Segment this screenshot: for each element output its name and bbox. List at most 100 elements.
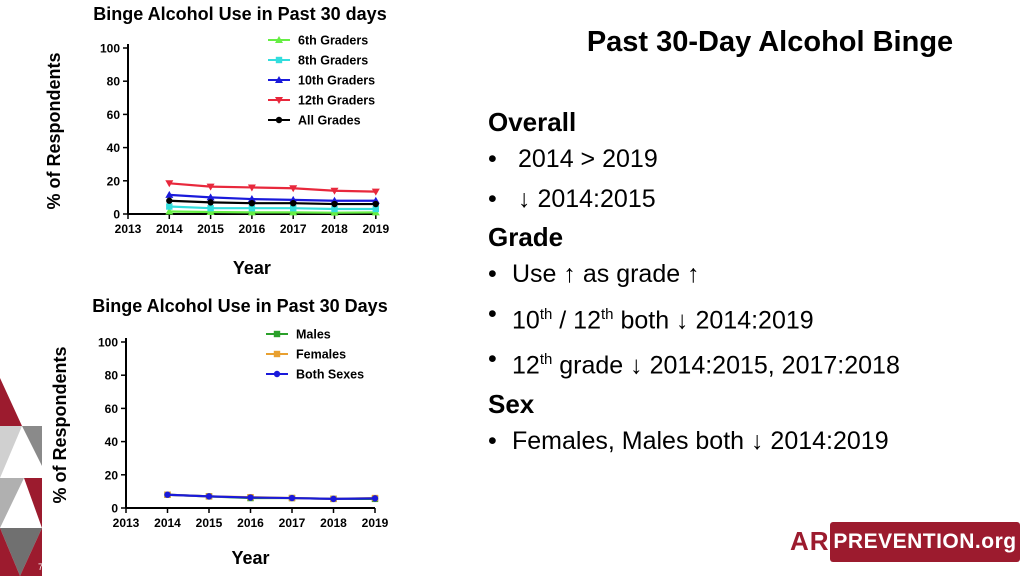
data-point [247,494,254,501]
legend-label: 12th Graders [298,94,375,108]
y-tick-label: 40 [105,435,119,449]
data-point [331,205,338,213]
y-tick-label: 0 [111,502,118,516]
chart-title: Binge Alcohol Use in Past 30 Days [92,296,388,316]
grade-chart: Binge Alcohol Use in Past 30 days % of R… [40,0,440,290]
overall-bullet-1: 2014 > 2019 [488,140,1018,180]
x-tick-label: 2018 [321,222,348,236]
y-tick-label: 80 [107,75,121,89]
data-point [206,183,215,191]
data-point [371,188,380,196]
superscript: th [539,351,553,369]
data-point [248,200,256,207]
grade-chart-svg: % of Respondents 0 20 40 60 80 100 2013 2014 2015… [44,34,389,279]
data-point [372,200,379,208]
overall-bullet-2: ↓ 2014:2015 [488,180,1018,220]
data-point [289,185,298,193]
sex-chart: Binge Alcohol Use in Past 30 Days % of R… [40,292,440,582]
x-axis-label: Year [231,548,269,568]
x-tick-label: 2014 [156,222,183,236]
data-point [206,208,215,216]
text-part: both ↓ 2014:2019 [613,305,814,334]
legend-label: Both Sexes [296,368,364,382]
legend-label: All Grades [298,114,361,128]
data-point [248,204,256,212]
legend-label: 10th Graders [298,74,375,88]
data-point [207,204,214,212]
superscript: th [600,305,614,323]
data-point [290,200,297,207]
series-line [169,193,376,202]
y-tick-label: 100 [100,42,120,56]
legend-marker [273,330,281,338]
text-part: 10 [512,305,540,334]
data-point [372,205,379,213]
grade-bullet-2: 10th / 12th both ↓ 2014:2019 [488,295,1018,341]
series-line [167,493,376,500]
y-axis-label: % of Respondents [44,52,64,209]
series-line [169,182,376,193]
logo-text: PREVENTION.org [833,530,1017,553]
series-line [169,199,376,206]
data-point [164,491,171,498]
data-point [165,180,174,188]
legend-label: Females [296,348,346,362]
data-point [166,197,173,204]
legend-marker [275,36,283,43]
legend-marker [275,76,283,83]
legend-marker [275,56,283,64]
x-tick-label: 2013 [115,222,142,236]
data-point [165,190,174,198]
y-tick-label: 40 [107,141,121,155]
legend-label: 6th Graders [298,34,368,48]
legend-marker [275,97,283,104]
x-tick-label: 2015 [197,222,224,236]
ar-prevention-logo[interactable]: AR PREVENTION.org [776,512,1024,576]
y-tick-label: 0 [113,208,120,222]
data-point [165,207,174,215]
data-point [247,184,256,192]
y-tick-label: 20 [105,468,119,482]
x-tick-label: 2017 [279,516,306,530]
y-tick-label: 80 [105,369,119,383]
slide-title: Past 30-Day Alcohol Binge [586,26,954,58]
superscript: th [539,305,553,323]
data-point [331,200,338,208]
logo-bar: PREVENTION.org [830,522,1020,562]
x-tick-label: 2017 [280,222,307,236]
x-tick-label: 2016 [237,516,264,530]
y-tick-label: 60 [105,402,119,416]
data-point [290,204,297,212]
legend-label: Males [296,328,331,342]
chart-title: Binge Alcohol Use in Past 30 days [93,4,387,24]
x-axis-label: Year [233,258,271,278]
summary-bullets: Overall 2014 > 2019 ↓ 2014:2015 Grade Us… [488,104,1018,462]
sex-heading: Sex [488,389,535,420]
logo-prefix: AR [790,526,830,556]
page-number: 7 [38,562,44,572]
x-tick-label: 2016 [239,222,266,236]
x-tick-label: 2018 [320,516,347,530]
data-point [207,199,214,206]
x-tick-label: 2014 [154,516,181,530]
series-line [169,205,376,211]
x-tick-label: 2019 [362,516,389,530]
data-point [371,495,379,502]
text-part: 12 [512,351,540,380]
text-part: / 12 [552,305,601,334]
y-tick-label: 60 [107,108,121,122]
sex-chart-svg: % of Respondents 0 20 40 60 80 100 2013 2014 2015… [50,328,389,569]
grade-bullet-3: 12th grade ↓ 2014:2015, 2017:2018 [488,340,1018,386]
data-point [330,495,337,503]
legend-marker [275,116,283,124]
text-part: grade ↓ 2014:2015, 2017:2018 [552,351,900,380]
x-tick-label: 2015 [196,516,223,530]
grade-heading: Grade [488,222,564,252]
y-tick-label: 100 [98,336,118,350]
data-point [166,203,173,210]
y-axis-label: % of Respondents [50,346,70,503]
x-tick-label: 2013 [113,516,140,530]
data-point [330,187,339,195]
data-point [205,493,213,500]
y-tick-label: 20 [107,174,121,188]
